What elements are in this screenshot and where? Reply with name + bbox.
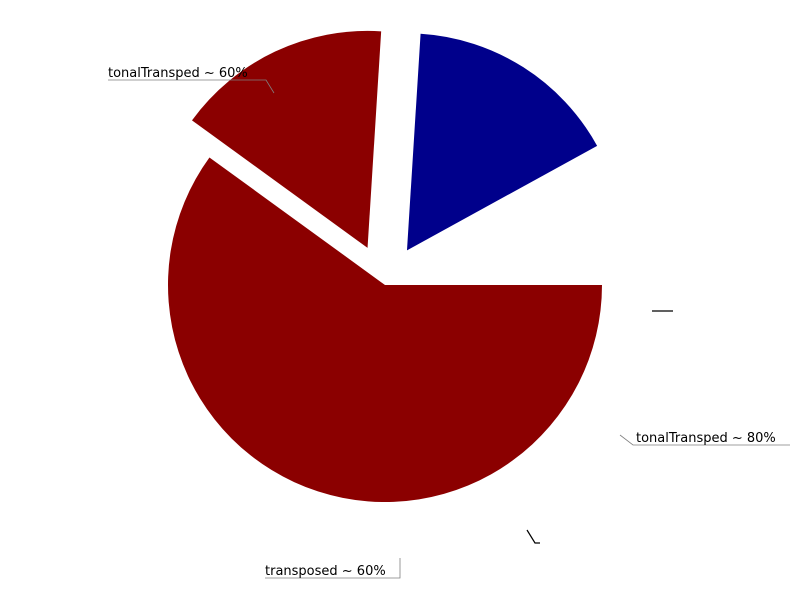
label-leader-2	[265, 558, 401, 579]
pie-slices	[167, 30, 642, 503]
label-leader-1	[619, 434, 790, 446]
slice-labels: tonalTransped ~ 60% tonalTransped ~ 80% tr…	[108, 66, 776, 579]
slice-label-2: transposed ~ 60%	[265, 564, 386, 579]
pie-slice-2	[406, 33, 598, 251]
pie-slice-0	[167, 157, 602, 503]
label-leader-3	[526, 529, 540, 544]
label-leader-0	[108, 79, 275, 94]
label-leaders	[108, 79, 790, 579]
slice-label-0: tonalTransped ~ 60%	[108, 66, 248, 81]
pie-slice-1	[191, 30, 382, 248]
slice-label-1: tonalTransped ~ 80%	[636, 431, 776, 446]
pie-slice-3	[424, 170, 642, 275]
